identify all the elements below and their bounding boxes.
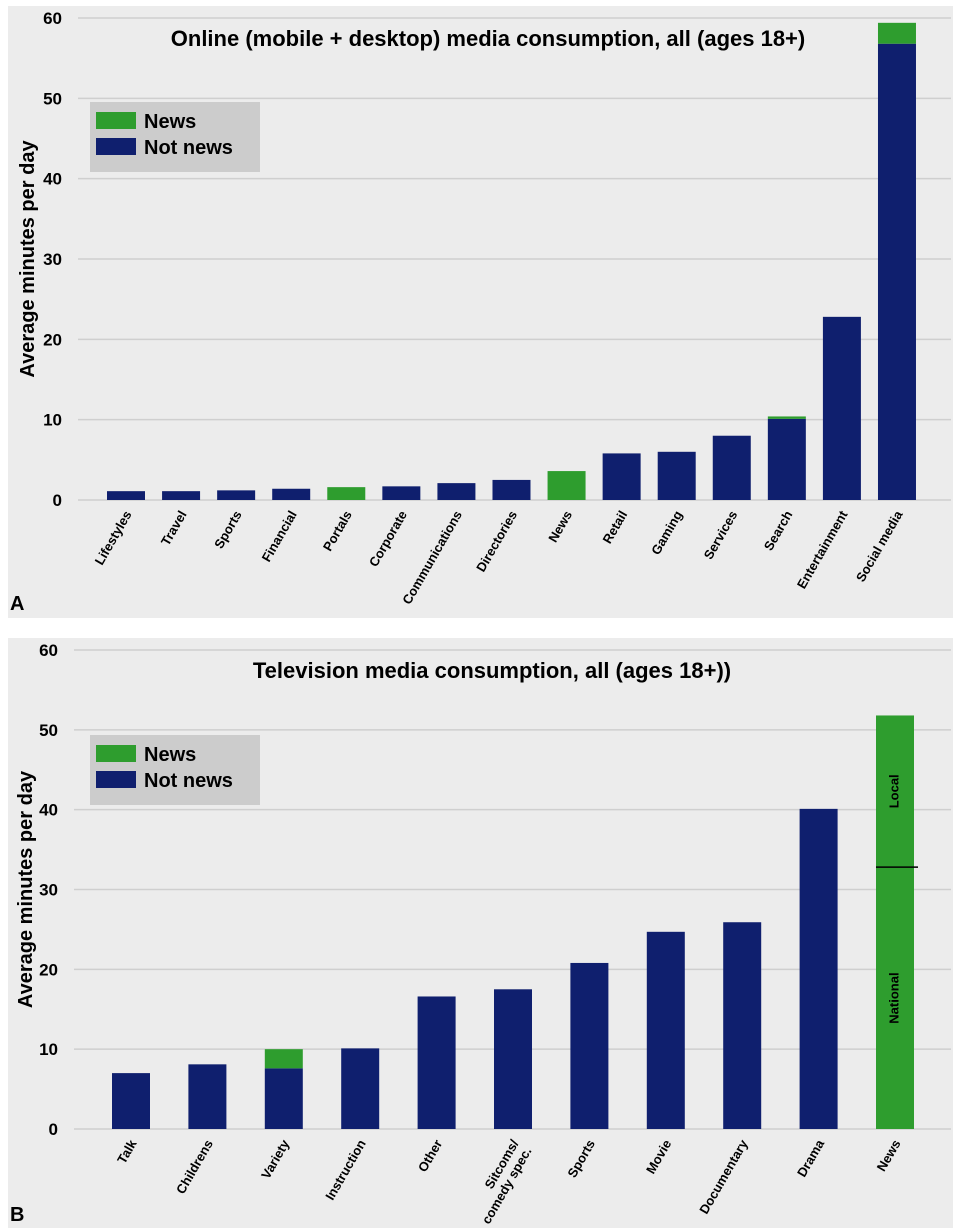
chart-a-xtick-label: Directories [473,508,520,574]
chart-b-bar-not-news [417,996,456,1129]
chart-a-bar-not-news [822,316,861,500]
chart-b-xtick-label: Documentary [696,1136,751,1216]
chart-a-bar-not-news [657,451,696,500]
chart-a-svg: 0 10 20 30 40 50 60 Online (mobile + desktop) m… [10,9,951,615]
chart-b-svg: 0 10 20 30 40 50 60 Television media consumptio… [10,641,951,1227]
chart-a-legend-swatch-news [96,112,136,129]
chart-a-bar-not-news [217,490,256,500]
chart-a-ytick-label: 0 [53,491,62,510]
chart-a-bar-not-news [712,435,751,500]
chart-b-bar-not-news [494,989,532,1129]
chart-a-legend-swatch-not-news [96,138,136,155]
chart-b-bar-not-news [188,1064,227,1129]
chart-b-xtick-label: Movie [643,1137,674,1176]
chart-b-xtick-label: Variety [258,1136,293,1181]
chart-a-xtick-label: Financial [259,508,300,564]
chart-b-xtick-label: Other [415,1137,445,1175]
chart-b-ytick-label: 10 [39,1040,58,1059]
chart-b-xtick-label: Sitcoms/comedy spec. [466,1137,535,1227]
chart-b-ytick-label: 30 [39,881,58,900]
chart-panel-a: 0 10 20 30 40 50 60 Online (mobile + desktop) m… [8,6,953,618]
chart-b-bar-not-news [570,962,609,1129]
chart-b-ylabel: Average minutes per day [15,770,37,1008]
chart-a-bar-news [877,22,916,44]
chart-a-bar-not-news [602,453,641,500]
chart-a-bar-news [547,471,586,500]
chart-b-ytick-label: 50 [39,721,58,740]
chart-a-xtick-label: Retail [600,508,631,546]
chart-b-ytick-label: 60 [39,641,58,660]
chart-b-xtick-label: Instruction [322,1137,369,1203]
chart-a-xtick-label: Search [761,508,796,553]
chart-a-bar-not-news [492,479,531,500]
chart-a-ytick-label: 30 [43,250,62,269]
chart-a-bar-news [767,416,806,419]
chart-b-xtick-label: Sports [564,1137,598,1180]
chart-b-ytick-label: 40 [39,801,58,820]
chart-b-bar-not-news [112,1073,150,1129]
chart-a-xtick-label: Services [701,508,741,562]
chart-b-legend-swatch-not-news [96,771,136,788]
chart-a-ytick-label: 20 [43,330,62,349]
chart-a-xtick-label: Portals [320,508,355,554]
chart-b-legend-label: News [144,744,196,766]
chart-a-bar-not-news [162,491,201,500]
chart-a-ylabel: Average minutes per day [17,140,39,378]
chart-a-bar-not-news [437,483,476,500]
chart-a-xtick-label: Sports [211,508,245,551]
chart-b-legend-label: Not news [144,770,233,792]
chart-b-ytick-label: 20 [39,960,58,979]
chart-b-legend-swatch-news [96,745,136,762]
chart-a-xtick-label: Gaming [648,508,685,557]
chart-b-bar-news [876,715,914,1129]
chart-b-xtick-label: Drama [794,1136,828,1179]
chart-a-panel-letter: A [10,593,24,615]
chart-b-bar-not-news [646,931,685,1129]
chart-b-bar-not-news [341,1048,380,1129]
chart-a-legend-label: Not news [144,137,233,159]
chart-a-xtick-label: Entertainment [794,507,851,591]
chart-b-segment-label: National [886,972,901,1023]
chart-a-xtick-label: Lifestyles [92,508,135,567]
chart-a-bar-not-news [272,488,311,500]
chart-a-bar-news [327,487,366,500]
chart-a-xtick-label: News [545,508,575,545]
chart-b-ytick-label: 0 [49,1120,58,1139]
chart-panel-b: 0 10 20 30 40 50 60 Television media consumptio… [8,638,953,1228]
chart-a-xtick-label: Travel [158,508,190,548]
chart-a-ytick-label: 60 [43,9,62,28]
chart-b-xtick-label: Childrens [173,1137,216,1196]
chart-a-ytick-label: 40 [43,170,62,189]
chart-a-xtick-label: Corporate [366,508,410,569]
chart-b-bar-news [264,1049,303,1069]
chart-a-bar-not-news [107,491,145,500]
chart-b-segment-label: Local [886,774,901,808]
chart-a-xtick-label: Communications [399,508,465,607]
chart-a-ytick-label: 10 [43,411,62,430]
chart-a-bar-not-news [382,486,421,500]
chart-b-bar-not-news [799,808,838,1129]
chart-b-xtick-label: News [874,1137,904,1174]
chart-b-xtick-label: Talk [114,1136,140,1166]
chart-a-legend-label: News [144,111,196,133]
chart-a-bar-not-news [767,418,806,500]
chart-b-bar-not-news [264,1068,303,1129]
chart-b-bar-not-news [723,922,762,1129]
chart-a-xtick-label: Social media [853,507,906,584]
chart-a-bar-not-news [877,43,916,500]
chart-b-panel-letter: B [10,1204,24,1226]
chart-b-title: Television media consumption, all (ages … [253,658,731,683]
chart-a-ytick-label: 50 [43,89,62,108]
chart-a-title: Online (mobile + desktop) media consumpt… [171,26,805,51]
